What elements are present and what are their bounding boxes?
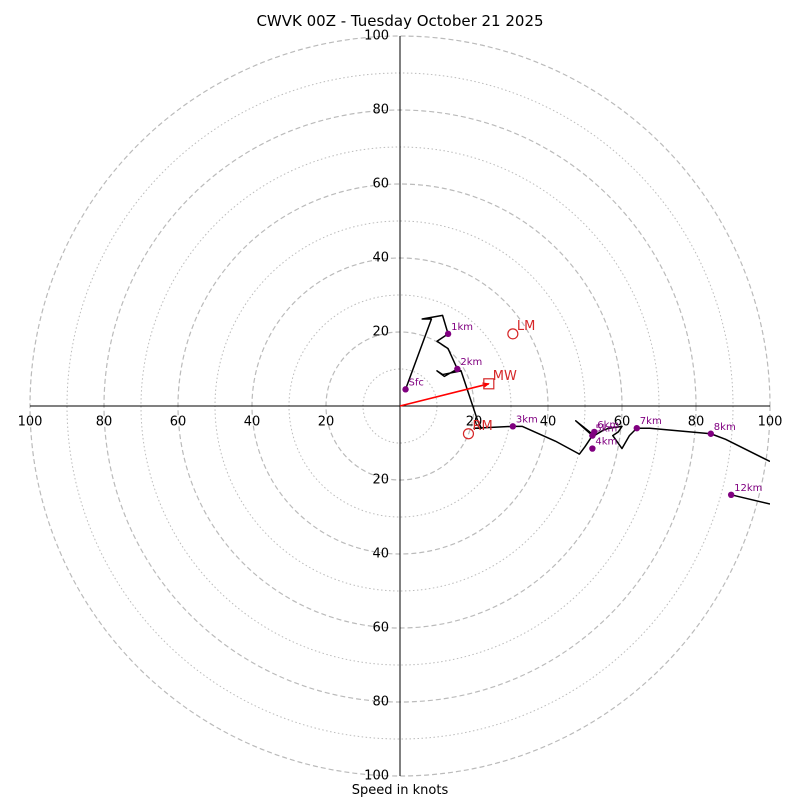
hodograph-trace: [404, 314, 770, 463]
height-label-12km: 12km: [734, 483, 762, 494]
tick-labels: 100 80 60 40 20 20 40 60 80 100 100 80 60 40 20 20 40 60 8…: [18, 29, 783, 784]
height-label-4km: 4km: [595, 437, 617, 448]
tick-label-top-40: 40: [372, 251, 389, 266]
tick-label-bottom-80: 80: [372, 695, 389, 710]
tick-label-right-20: 20: [466, 415, 483, 430]
height-marker-12km: [727, 491, 735, 498]
height-label-8km: 8km: [714, 422, 736, 433]
height-marker-1km: [444, 330, 452, 338]
tick-label-left-100: 100: [18, 415, 43, 430]
height-label-1km: 1km: [451, 322, 473, 333]
storm-motion-label-lm: LM: [517, 319, 535, 334]
tick-label-right-40: 40: [540, 415, 557, 430]
storm-motion-marker-mw: [483, 378, 495, 390]
height-marker-sfc: [402, 386, 409, 393]
shear-vector-group: [399, 382, 490, 407]
storm-motion-label-mw: MW: [493, 369, 517, 384]
height-label-6km: 6km: [597, 420, 619, 431]
height-label-sfc: Sfc: [409, 377, 424, 388]
storm-motion-markers: LM RM MW: [462, 319, 535, 440]
tick-label-left-20: 20: [318, 415, 335, 430]
height-marker-4km: [589, 445, 596, 452]
tick-label-left-40: 40: [244, 415, 261, 430]
tick-label-left-80: 80: [96, 415, 113, 430]
tick-label-right-100: 100: [758, 415, 783, 430]
tick-label-top-20: 20: [372, 325, 389, 340]
tick-label-top-100: 100: [364, 29, 389, 44]
tick-label-bottom-60: 60: [372, 621, 389, 636]
height-marker-2km: [454, 365, 461, 373]
height-label-3km: 3km: [516, 414, 538, 425]
tick-label-bottom-40: 40: [372, 547, 389, 562]
height-marker-3km: [509, 423, 517, 430]
storm-motion-label-rm: RM: [472, 419, 492, 434]
tick-label-bottom-100: 100: [364, 769, 389, 784]
tick-label-right-60: 60: [614, 415, 631, 430]
tick-label-top-60: 60: [372, 177, 389, 192]
storm-motion-marker-rm: [462, 428, 475, 440]
height-label-2km: 2km: [460, 357, 482, 368]
tick-label-right-80: 80: [688, 415, 705, 430]
x-axis-label: Speed in knots: [351, 783, 449, 798]
hodograph-traces: [404, 314, 770, 505]
tick-label-top-80: 80: [372, 103, 389, 118]
tick-label-bottom-20: 20: [372, 473, 389, 488]
hodograph-trace-upper: [730, 494, 770, 505]
height-label-7km: 7km: [640, 416, 662, 427]
height-label-5km: 5km: [595, 424, 617, 435]
height-marker-6km: [591, 428, 598, 436]
height-marker-8km: [707, 430, 714, 437]
storm-motion-marker-lm: [507, 328, 519, 340]
chart-title: CWVK 00Z - Tuesday October 21 2025: [256, 12, 544, 30]
height-marker-7km: [633, 425, 640, 432]
tick-label-left-60: 60: [170, 415, 187, 430]
shear-vector: [399, 382, 490, 407]
